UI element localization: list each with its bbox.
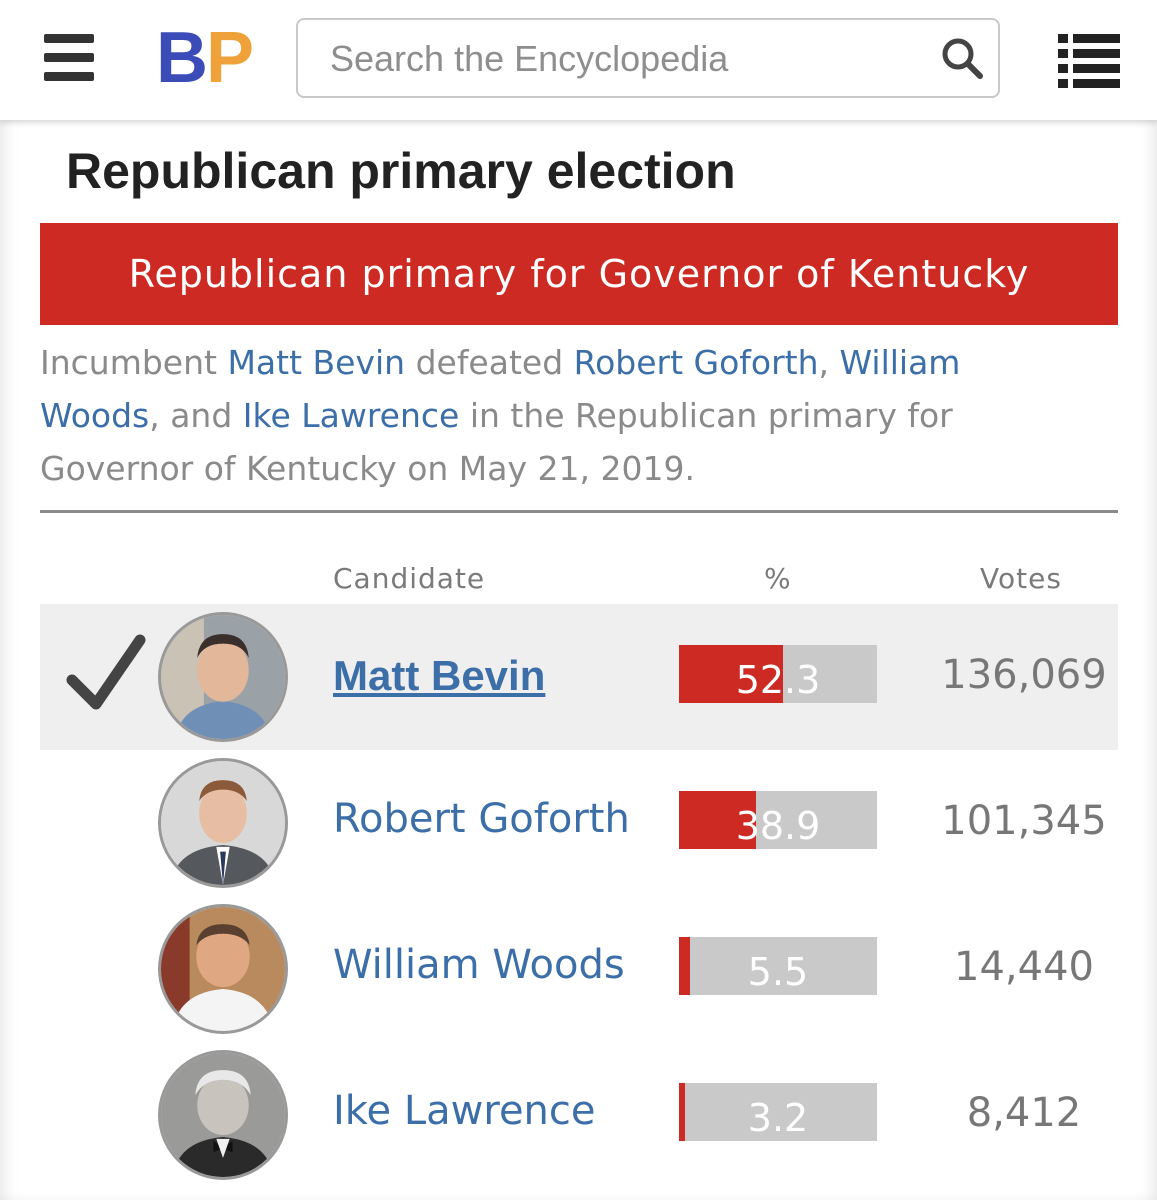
hamburger-menu-icon[interactable] xyxy=(44,34,94,84)
search-input[interactable] xyxy=(330,32,910,86)
column-header-candidate: Candidate xyxy=(333,562,486,595)
search-icon[interactable] xyxy=(938,34,986,82)
percent-bar-william-woods: 5.5 xyxy=(679,937,877,995)
section-heading: Republican primary election xyxy=(66,143,736,199)
candidate-link-ike-lawrence[interactable]: Ike Lawrence xyxy=(333,1088,596,1134)
avatar-matt-bevin xyxy=(158,612,288,742)
candidate-link-william-woods[interactable]: William Woods xyxy=(333,942,625,988)
summary-link-matt-bevin[interactable]: Matt Bevin xyxy=(227,343,406,382)
candidate-row-robert-goforth: Robert Goforth 38.9 101,345 xyxy=(40,750,1118,896)
votes-value: 14,440 xyxy=(954,944,1094,990)
votes-value: 136,069 xyxy=(941,652,1107,698)
site-logo[interactable]: BP xyxy=(156,18,254,98)
search-box xyxy=(296,18,1000,98)
percent-bar-robert-goforth: 38.9 xyxy=(679,791,877,849)
percent-bar-ike-lawrence: 3.2 xyxy=(679,1083,877,1141)
summary-link-ike-lawrence[interactable]: Ike Lawrence xyxy=(242,396,460,435)
votes-value: 8,412 xyxy=(966,1090,1082,1136)
divider xyxy=(40,510,1118,513)
candidate-row-matt-bevin: Matt Bevin 52.3 136,069 xyxy=(40,604,1118,750)
avatar-william-woods xyxy=(158,904,288,1034)
candidate-row-ike-lawrence: Ike Lawrence 3.2 8,412 xyxy=(40,1042,1118,1188)
summary-link-robert-goforth[interactable]: Robert Goforth xyxy=(573,343,819,382)
summary-link-william-woods[interactable]: William Woods xyxy=(40,343,961,435)
percent-value: 5.5 xyxy=(747,950,809,994)
percent-value: 3.2 xyxy=(747,1096,809,1140)
percent-value: 38.9 xyxy=(735,804,821,848)
percent-fill xyxy=(679,791,757,849)
percent-fill xyxy=(679,1083,686,1141)
list-menu-icon[interactable] xyxy=(1058,32,1120,88)
percent-value: 52.3 xyxy=(735,658,821,702)
column-header-votes: Votes xyxy=(980,562,1062,595)
candidate-row-william-woods: William Woods 5.5 14,440 xyxy=(40,896,1118,1042)
candidate-link-matt-bevin[interactable]: Matt Bevin xyxy=(333,652,546,699)
percent-bar-matt-bevin: 52.3 xyxy=(679,645,877,703)
top-bar: BP xyxy=(0,0,1157,120)
content-card: Republican primary election Republican p… xyxy=(0,120,1157,1200)
percent-fill xyxy=(679,645,783,703)
avatar-robert-goforth xyxy=(158,758,288,888)
avatar-ike-lawrence xyxy=(158,1050,288,1180)
winner-check-icon xyxy=(66,634,146,714)
candidate-link-robert-goforth[interactable]: Robert Goforth xyxy=(333,796,630,842)
election-banner: Republican primary for Governor of Kentu… xyxy=(40,223,1118,325)
votes-value: 101,345 xyxy=(941,798,1107,844)
election-summary: Incumbent Matt Bevin defeated Robert Gof… xyxy=(40,343,961,488)
column-header-percent: % xyxy=(764,562,792,595)
percent-fill xyxy=(679,937,690,995)
